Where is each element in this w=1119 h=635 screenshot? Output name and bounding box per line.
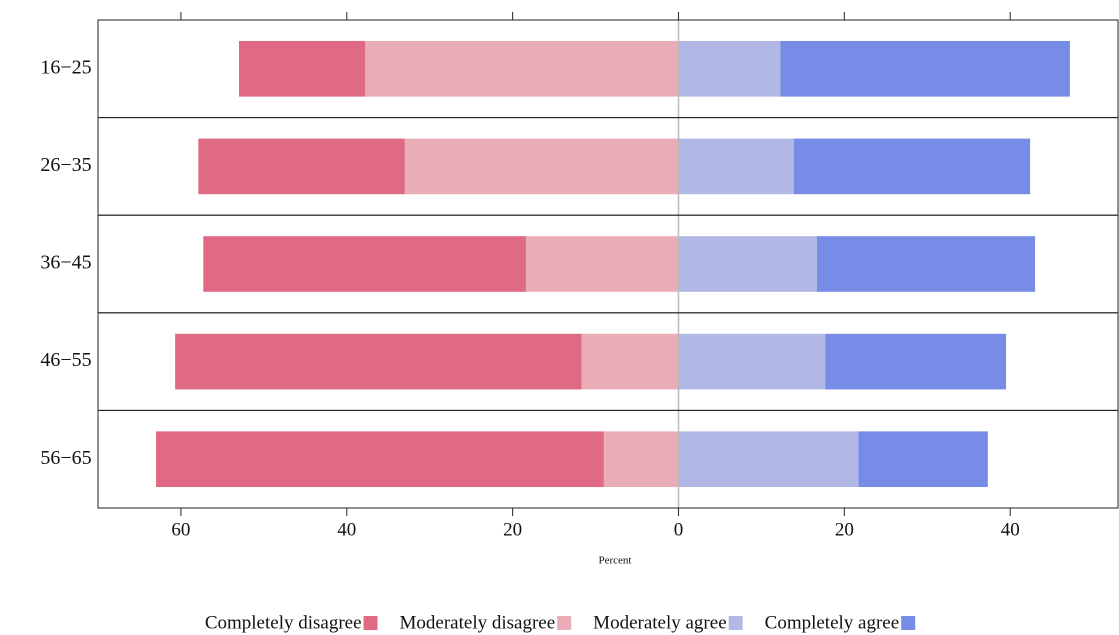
legend-swatch [901,616,916,630]
bar [793,138,1031,195]
bar [525,236,679,292]
y-tick-label: 16−25 [40,56,91,78]
bar [404,138,679,195]
bar [858,431,988,488]
legend-label: Completely disagree [205,612,362,633]
x-tick-label: 40 [1001,519,1020,540]
bar [156,431,604,488]
bar [581,333,679,390]
bar [203,236,526,292]
y-tick-label: 36−45 [40,252,91,274]
x-tick-label: 0 [674,519,684,540]
bar [603,431,679,488]
x-tick-label: 40 [337,519,356,540]
legend-swatch [728,616,743,630]
bar [816,236,1036,292]
bar [198,138,405,195]
bar [678,431,859,488]
x-tick-label: 20 [503,519,522,540]
legend-label: Moderately agree [593,612,726,633]
y-tick-label: 26−35 [40,154,91,176]
panel [97,409,1119,509]
legend-swatch [363,616,378,630]
bar [238,40,366,97]
y-tick-label: 56−65 [40,447,91,469]
bar [780,40,1070,97]
bar [678,333,826,390]
x-tick-label: 60 [171,519,190,540]
bar [678,40,781,97]
y-tick-label: 46−55 [40,349,91,371]
bar [678,236,817,292]
legend-label: Completely agree [765,612,900,633]
legend-swatch [557,616,572,630]
bar [678,138,794,195]
bar [825,333,1007,390]
legend-label: Moderately disagree [400,612,556,633]
x-tick-label: 20 [835,519,854,540]
bar [365,40,679,97]
x-axis-title: Percent [599,555,632,567]
bar [175,333,582,390]
